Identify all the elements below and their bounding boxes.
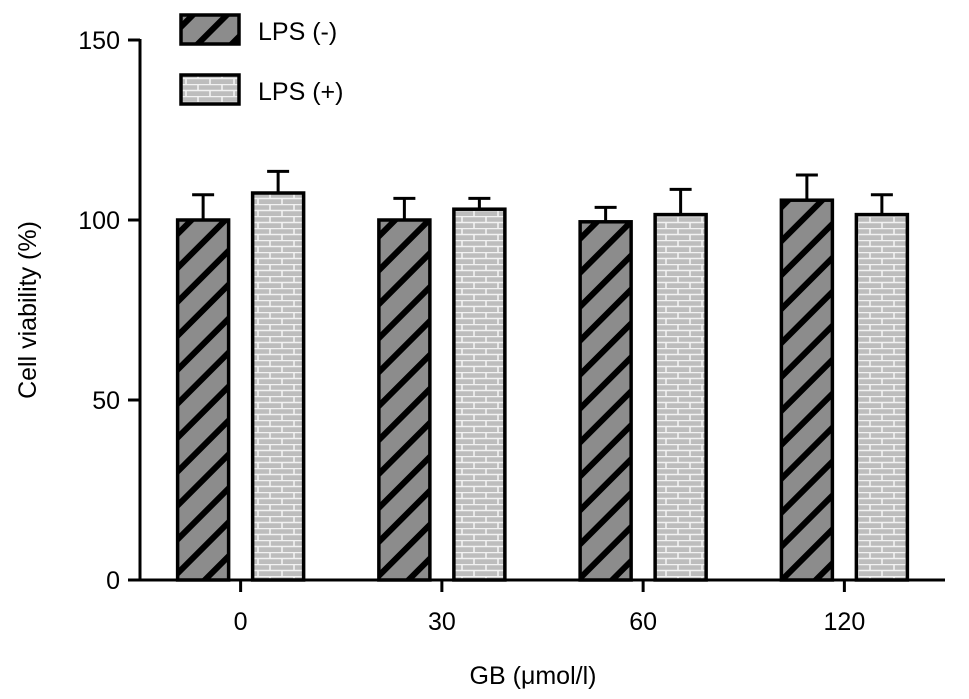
bar-lps-minus-0 (175, 218, 231, 582)
y-axis-title: Cell viability (%) (14, 221, 42, 399)
legend: LPS (-) LPS (+) (179, 13, 343, 106)
legend-label: LPS (-) (258, 18, 337, 46)
legend-swatch (179, 13, 241, 46)
x-axis-ticks: 0 30 60 120 (234, 580, 866, 636)
bar-lps-minus-120 (779, 198, 835, 582)
bar-lps-minus-30 (377, 218, 432, 582)
bar-lps-plus-30 (452, 207, 507, 582)
y-axis-ticks: 0 50 100 150 (78, 27, 140, 595)
x-axis-title: GB (μmol/l) (470, 662, 597, 690)
y-tick-label: 150 (78, 27, 120, 55)
legend-swatch (179, 73, 241, 106)
legend-label: LPS (+) (258, 78, 343, 106)
bar-lps-plus-0 (250, 191, 306, 582)
bars-group (175, 191, 910, 582)
x-tick-label: 60 (629, 608, 657, 636)
error-bars-group (192, 169, 893, 222)
x-tick-label: 120 (824, 608, 866, 636)
x-tick-label: 30 (428, 608, 456, 636)
y-tick-label: 100 (78, 207, 120, 235)
y-tick-label: 0 (106, 567, 120, 595)
x-tick-label: 0 (234, 608, 248, 636)
bar-lps-minus-60 (578, 220, 633, 582)
bar-lps-plus-60 (653, 212, 708, 582)
y-tick-label: 50 (92, 387, 120, 415)
bar-lps-plus-120 (854, 212, 910, 582)
